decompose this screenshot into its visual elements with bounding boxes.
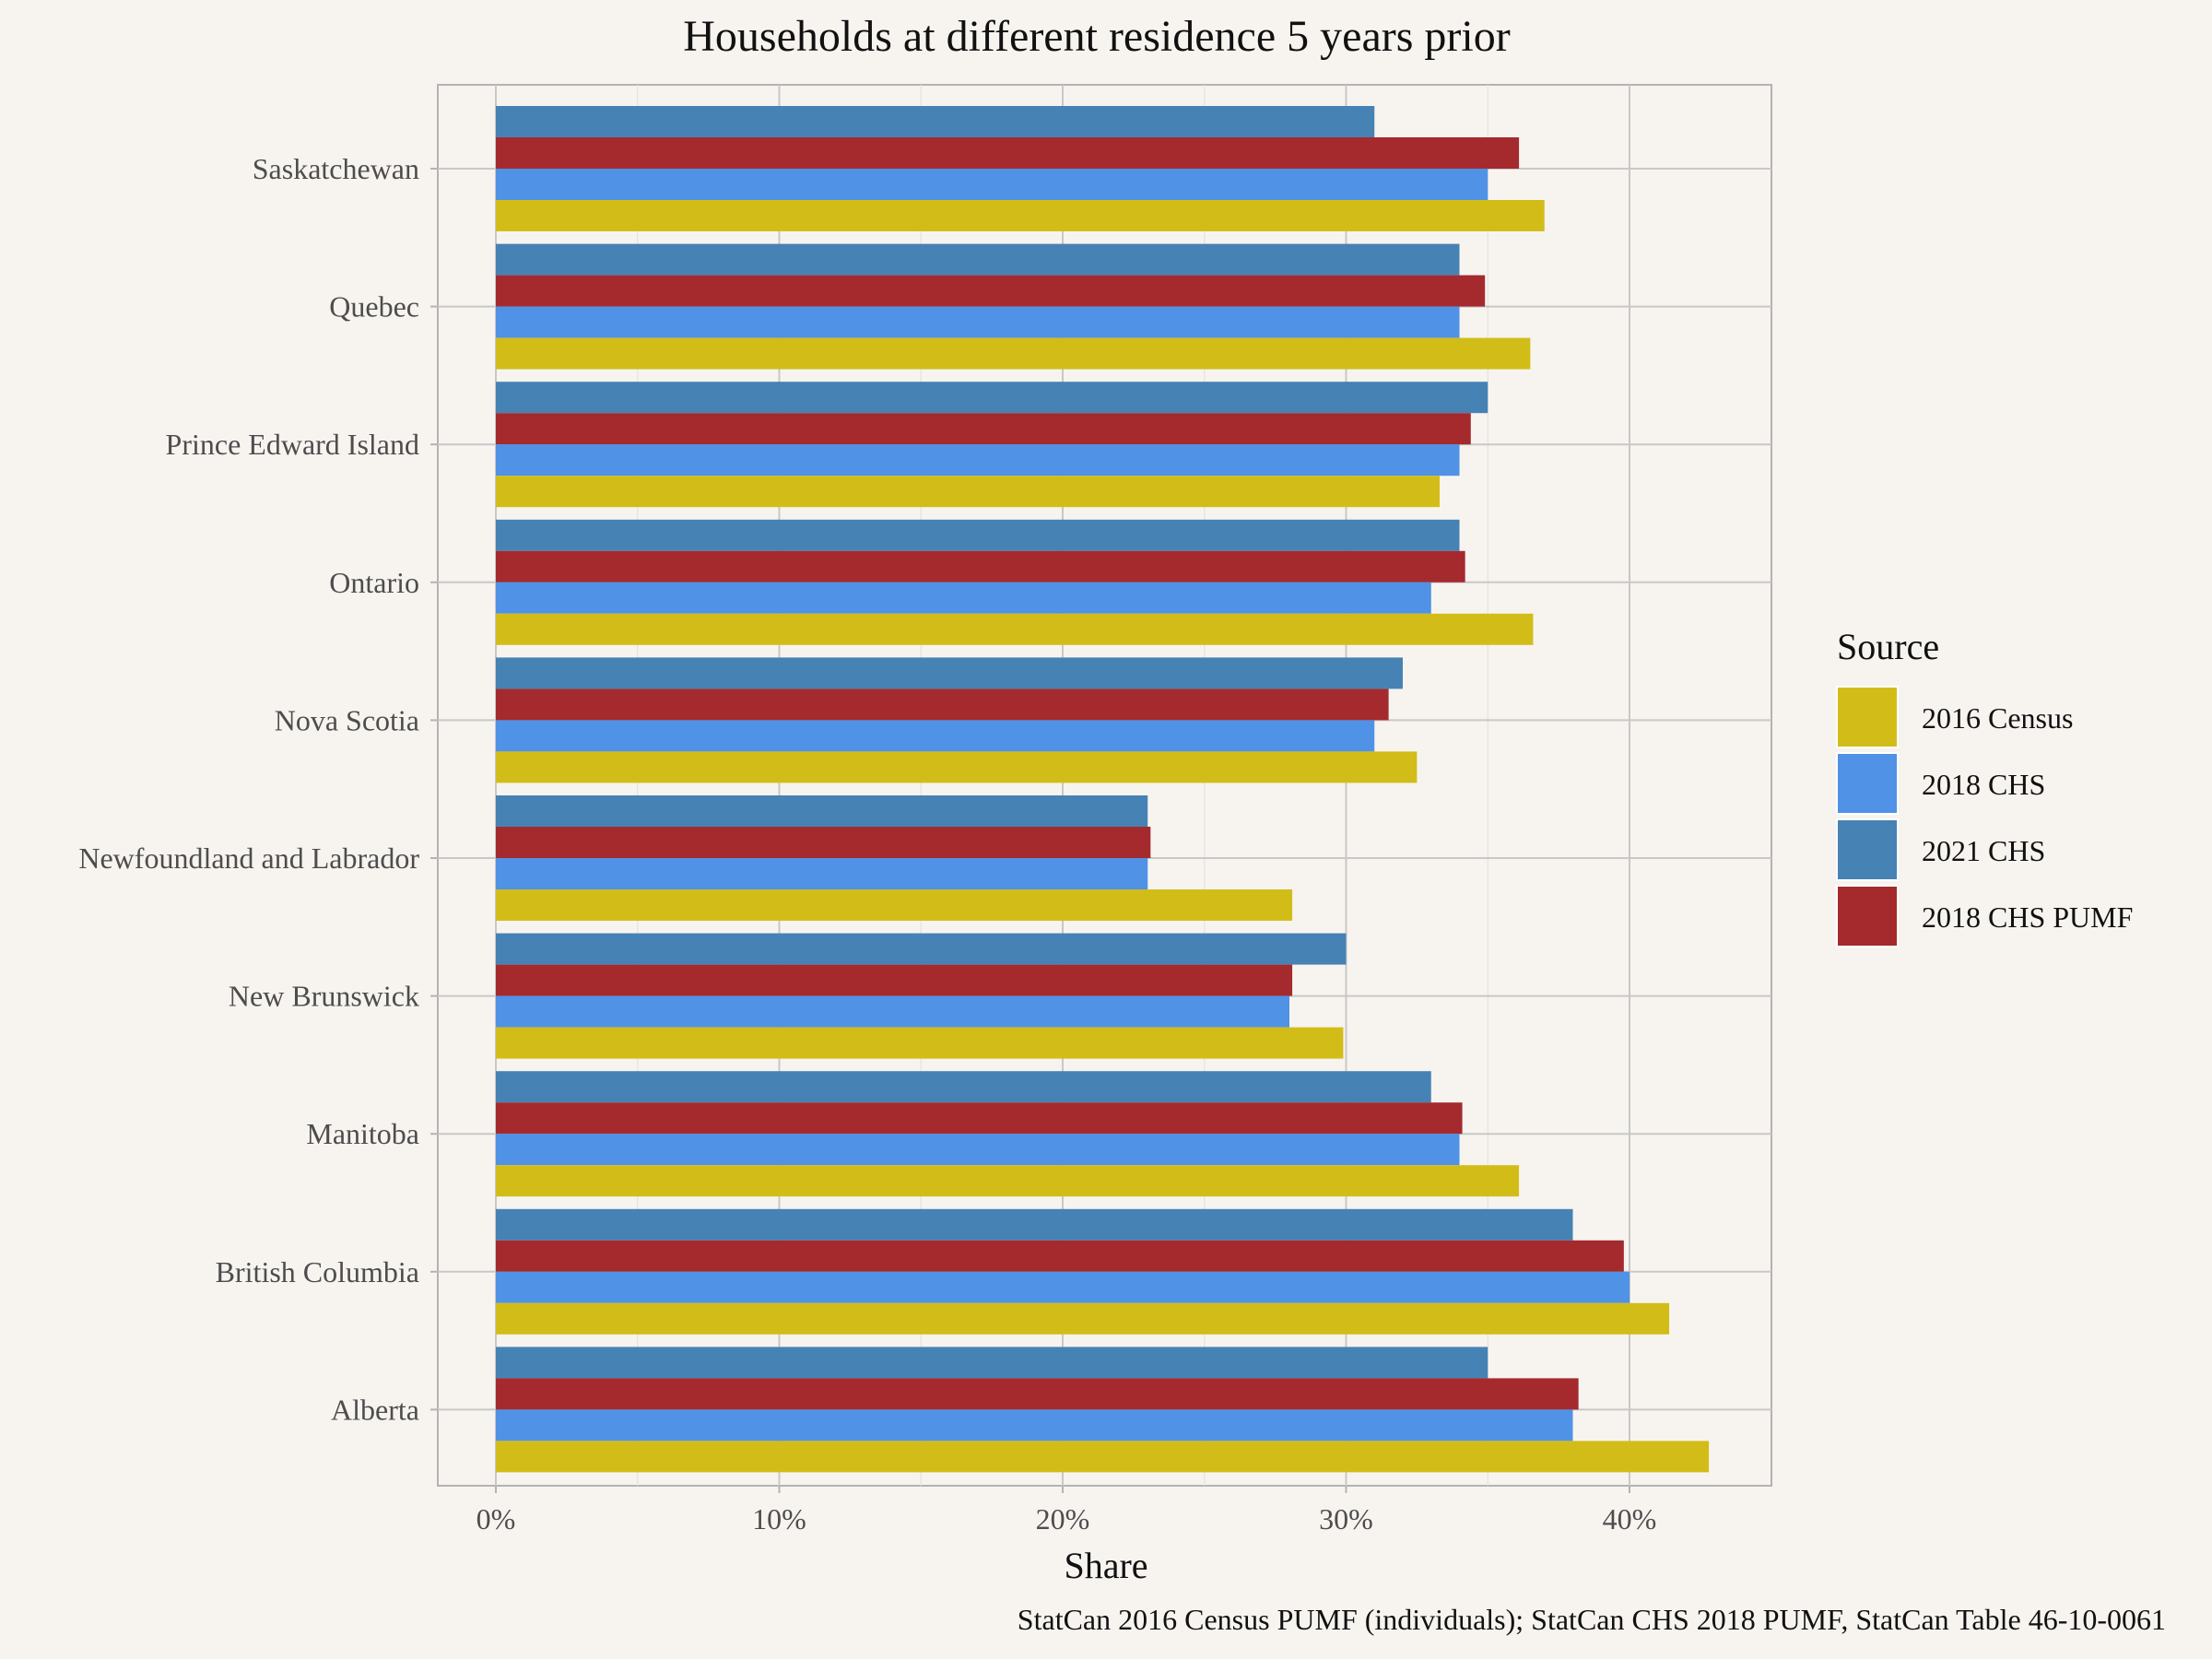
bar-2021-chs (496, 657, 1403, 689)
x-tick-label: 20% (1036, 1502, 1090, 1535)
y-tick-label: Nova Scotia (275, 703, 419, 736)
bar-2016-census (496, 1027, 1344, 1059)
bar-2021-chs (496, 519, 1460, 551)
bar-2021-chs (496, 1347, 1488, 1379)
bar-2018-chs-pumf (496, 550, 1465, 582)
bar-2018-chs (496, 1134, 1460, 1166)
x-axis-title: Share (1064, 1545, 1147, 1586)
y-tick-label: Ontario (329, 566, 419, 599)
bar-2018-chs-pumf (496, 1378, 1579, 1410)
bar-2016-census (496, 476, 1440, 508)
bar-2018-chs (496, 720, 1375, 752)
y-tick-label: Alberta (331, 1393, 419, 1426)
bar-2018-chs (496, 995, 1289, 1028)
y-tick-label: British Columbia (216, 1255, 419, 1288)
legend-title: Source (1837, 626, 1939, 667)
bar-2021-chs (496, 933, 1347, 965)
x-tick-label: 40% (1603, 1502, 1657, 1535)
y-tick-label: Manitoba (306, 1117, 419, 1150)
bar-2016-census (496, 200, 1545, 231)
legend-swatch (1836, 686, 1899, 748)
x-tick-label: 10% (752, 1502, 806, 1535)
bar-2018-chs (496, 444, 1460, 477)
bar-2016-census (496, 1441, 1710, 1473)
bar-2018-chs (496, 169, 1488, 200)
legend-label: 2018 CHS PUMF (1922, 900, 2133, 934)
bar-2018-chs (496, 1409, 1573, 1441)
legend-label: 2016 Census (1922, 701, 2073, 735)
y-axis-labels: Saskatchewan Quebec Prince Edward Island On… (78, 152, 438, 1426)
bar-2021-chs (496, 795, 1148, 827)
x-tick-label: 0% (477, 1502, 516, 1535)
bar-2021-chs (496, 382, 1488, 414)
bar-2018-chs (496, 858, 1148, 889)
legend-label: 2021 CHS (1922, 834, 2045, 867)
x-tick-label: 30% (1319, 1502, 1373, 1535)
y-tick-label: Newfoundland and Labrador (78, 841, 419, 875)
bar-2016-census (496, 613, 1534, 645)
bar-2018-chs-pumf (496, 827, 1151, 858)
y-tick-label: Quebec (329, 290, 419, 324)
bar-2018-chs (496, 1271, 1630, 1303)
bar-2016-census (496, 751, 1418, 783)
chart-title: Households at different residence 5 year… (683, 12, 1510, 61)
legend: Source 2016 Census 2018 CHS 2021 CHS 2018 C… (1836, 626, 2133, 947)
bar-2018-chs-pumf (496, 964, 1293, 996)
legend-swatch (1836, 885, 1899, 947)
bar-2018-chs-pumf (496, 1102, 1463, 1135)
bar-2016-census (496, 337, 1531, 370)
bar-2016-census (496, 889, 1293, 921)
bar-2016-census (496, 1165, 1520, 1197)
bar-2018-chs-pumf (496, 275, 1486, 307)
bar-2018-chs-pumf (496, 137, 1520, 169)
y-tick-label: Prince Edward Island (166, 428, 419, 461)
bar-2021-chs (496, 243, 1460, 276)
legend-swatch (1836, 752, 1899, 815)
bar-2021-chs (496, 106, 1375, 137)
bar-2018-chs-pumf (496, 413, 1471, 445)
bar-2018-chs (496, 306, 1460, 338)
bar-2018-chs (496, 582, 1431, 614)
legend-swatch (1836, 818, 1899, 881)
bar-2018-chs-pumf (496, 688, 1389, 721)
legend-label: 2018 CHS (1922, 768, 2045, 801)
bar-2021-chs (496, 1071, 1431, 1103)
bar-2021-chs (496, 1208, 1573, 1241)
y-tick-label: New Brunswick (229, 980, 419, 1013)
bar-2018-chs-pumf (496, 1240, 1624, 1272)
y-tick-label: Saskatchewan (253, 152, 419, 185)
bar-2016-census (496, 1302, 1670, 1335)
x-axis-labels: 0% 10% 20% 30% 40% (477, 1486, 1657, 1535)
bars-group (496, 106, 1710, 1473)
chart-caption: StatCan 2016 Census PUMF (individuals); … (1018, 1603, 2166, 1636)
